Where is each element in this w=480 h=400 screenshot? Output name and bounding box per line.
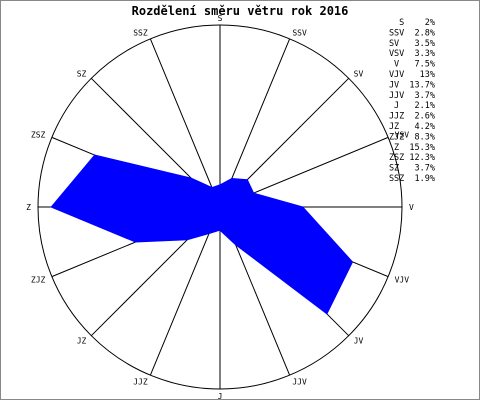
spoke-jjz bbox=[149, 206, 221, 376]
direction-label-sz: SZ bbox=[77, 69, 87, 78]
legend-entry-sv: SV 3.5% bbox=[389, 39, 435, 49]
direction-label-zjz: ZJZ bbox=[31, 275, 46, 284]
legend-entry-z: Z 15.3% bbox=[394, 143, 435, 153]
direction-label-zsz: ZSZ bbox=[31, 131, 46, 140]
legend-entry-vsv: VSV 3.3% bbox=[389, 49, 435, 59]
wind-distribution-area bbox=[50, 154, 354, 315]
direction-label-z: Z bbox=[26, 203, 31, 212]
legend: S 2%SSV 2.8%SV 3.5%VSV 3.3%V 7.5%VJV 13%… bbox=[389, 18, 435, 184]
direction-label-jjz: JJZ bbox=[133, 378, 148, 387]
legend-entry-zsz: ZSZ 12.3% bbox=[389, 153, 435, 163]
direction-label-ssv: SSV bbox=[292, 28, 307, 37]
legend-entry-jv: JV 13.7% bbox=[389, 80, 435, 90]
legend-entry-j: J 2.1% bbox=[394, 101, 435, 111]
legend-entry-ssv: SSV 2.8% bbox=[389, 28, 435, 38]
direction-label-j: J bbox=[218, 392, 223, 399]
direction-label-vjv: VJV bbox=[395, 275, 410, 284]
direction-label-s: S bbox=[218, 14, 223, 23]
legend-entry-zjz: ZJZ 8.3% bbox=[389, 132, 435, 142]
direction-label-v: V bbox=[409, 203, 414, 212]
legend-entry-ssz: SSZ 1.9% bbox=[389, 174, 435, 184]
legend-entry-s: S 2% bbox=[399, 18, 435, 28]
direction-label-sv: SV bbox=[354, 69, 364, 78]
direction-label-jjv: JJV bbox=[292, 378, 307, 387]
legend-entry-jjz: JJZ 2.6% bbox=[389, 112, 435, 122]
direction-label-vsv: VSV bbox=[395, 131, 410, 140]
direction-labels: S SSV SV VSV V VJV JV JJV J JJZ JZ ZJZ Z ZSZ SZ SSZ bbox=[26, 14, 414, 399]
legend-entry-v: V 7.5% bbox=[394, 60, 435, 70]
spoke-ssz bbox=[149, 38, 221, 208]
legend-entry-vjv: VJV 13% bbox=[389, 70, 435, 80]
legend-entry-sz: SZ 3.7% bbox=[389, 164, 435, 174]
direction-label-ssz: SSZ bbox=[133, 28, 148, 37]
direction-label-jv: JV bbox=[354, 337, 364, 346]
direction-label-jz: JZ bbox=[77, 337, 87, 346]
legend-entry-jjv: JJV 3.7% bbox=[389, 91, 435, 101]
chart-title: Rozdělení směru větru rok 2016 bbox=[132, 4, 349, 18]
legend-entry-jz: JZ 4.2% bbox=[389, 122, 435, 132]
